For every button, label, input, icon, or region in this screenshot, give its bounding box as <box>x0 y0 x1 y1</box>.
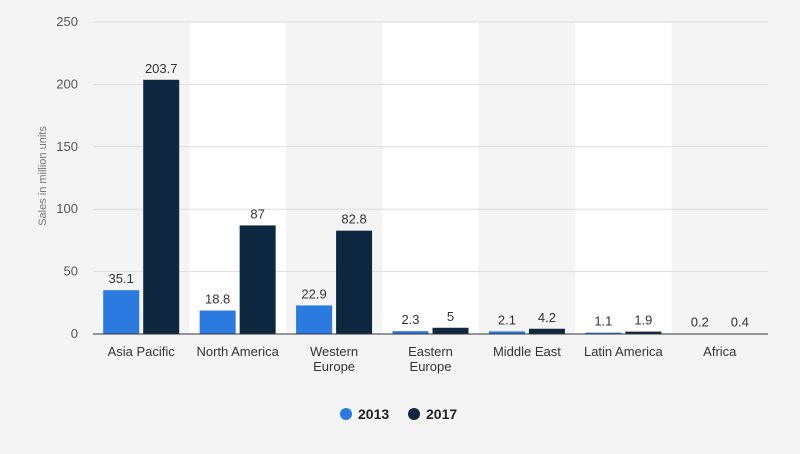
bar-2017-1 <box>239 225 276 334</box>
data-label: 87 <box>250 206 264 221</box>
x-category-label: Middle East <box>493 344 561 359</box>
y-tick-label: 200 <box>56 76 78 91</box>
data-label: 0.4 <box>731 315 749 330</box>
data-label: 0.2 <box>691 315 709 330</box>
data-label: 5 <box>447 309 454 324</box>
bar-2017-3 <box>432 327 469 334</box>
bar-2017-0 <box>143 79 180 334</box>
y-tick-label: 100 <box>56 201 78 216</box>
category-band <box>671 22 768 334</box>
y-tick-label: 0 <box>71 326 78 341</box>
data-label: 2.1 <box>498 312 516 327</box>
x-category-label: Western <box>310 344 358 359</box>
bar-2013-2 <box>296 305 333 334</box>
legend-label-2013: 2013 <box>358 406 389 422</box>
x-category-label: Africa <box>703 344 737 359</box>
y-tick-label: 150 <box>56 139 78 154</box>
legend-label-2017: 2017 <box>426 406 457 422</box>
data-labels: 35.1 203.7 18.8 87 22.9 82.8 2.3 5 2.1 4.2 1.1 1.9 0… <box>109 61 749 330</box>
data-label: 22.9 <box>301 286 326 301</box>
bar-2013-0 <box>103 290 140 334</box>
x-category-label: Europe <box>410 359 452 374</box>
y-axis-label: Sales in million units <box>37 126 49 226</box>
legend: 2013 2017 <box>340 406 457 422</box>
bar-2013-5 <box>585 332 622 334</box>
data-label: 18.8 <box>205 292 230 307</box>
y-tick-label: 50 <box>64 264 78 279</box>
bar-2013-1 <box>199 310 236 334</box>
x-category-label: Latin America <box>584 344 664 359</box>
category-band <box>382 22 479 334</box>
bar-2013-4 <box>488 331 525 334</box>
bar-2017-5 <box>625 331 662 334</box>
x-category-label: Asia Pacific <box>108 344 176 359</box>
bar-2017-4 <box>528 328 565 334</box>
data-label: 203.7 <box>145 61 178 76</box>
category-band <box>575 22 672 334</box>
data-label: 4.2 <box>538 310 556 325</box>
category-band <box>478 22 576 334</box>
legend-marker-2017 <box>408 408 420 420</box>
data-label: 2.3 <box>401 312 419 327</box>
data-label: 1.1 <box>594 314 612 329</box>
x-category-label: Eastern <box>408 344 453 359</box>
x-axis-categories: Asia Pacific North America WesternEuropeEa… <box>108 344 738 374</box>
gridlines <box>93 21 768 273</box>
data-label: 1.9 <box>634 313 652 328</box>
x-category-label: North America <box>196 344 279 359</box>
x-category-label: Europe <box>313 359 355 374</box>
bar-2013-3 <box>392 331 429 334</box>
data-label: 82.8 <box>341 212 366 227</box>
bar-2017-2 <box>336 230 373 334</box>
legend-marker-2013 <box>340 408 352 420</box>
bars <box>103 79 758 334</box>
category-bands <box>93 22 768 334</box>
y-tick-label: 250 <box>56 14 78 29</box>
data-label: 35.1 <box>109 271 134 286</box>
y-axis-ticks: 0 50 100 150 200 250 <box>56 14 78 341</box>
